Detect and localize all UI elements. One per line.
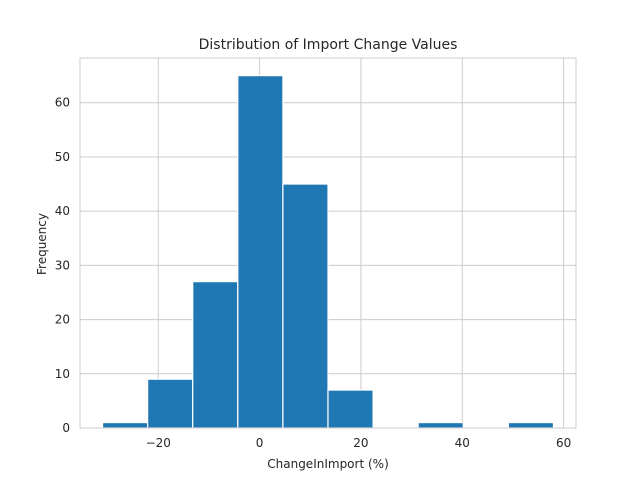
- histogram-bar: [417, 421, 464, 429]
- x-tick-label: 40: [455, 436, 470, 450]
- y-tick-label: 60: [55, 96, 70, 110]
- histogram-bar: [282, 183, 329, 429]
- chart-title: Distribution of Import Change Values: [199, 37, 458, 53]
- histogram-bar: [192, 281, 239, 429]
- y-tick-label: 10: [55, 367, 70, 381]
- histogram-bar: [507, 421, 555, 429]
- histogram-bar: [327, 389, 374, 429]
- x-tick-label: 0: [256, 436, 264, 450]
- x-tick-labels: −20 0 20 40 60: [146, 436, 572, 450]
- x-tick-label: 60: [556, 436, 571, 450]
- x-axis-label: ChangeInImport (%): [267, 457, 389, 471]
- y-tick-label: 40: [55, 204, 70, 218]
- x-tick-label: 20: [353, 436, 368, 450]
- plot-frame: [79, 57, 577, 429]
- y-tick-labels: 0 10 20 30 40 50 60: [55, 96, 70, 435]
- y-tick-label: 20: [55, 313, 70, 327]
- histogram-bar: [147, 378, 194, 429]
- histogram-bars: [101, 75, 555, 429]
- histogram-bar: [237, 75, 284, 429]
- y-axis-label: Frequency: [35, 213, 49, 275]
- y-tick-label: 30: [55, 258, 70, 272]
- y-tick-label: 50: [55, 150, 70, 164]
- histogram-bar: [101, 421, 149, 429]
- y-tick-label: 0: [62, 421, 70, 435]
- x-tick-label: −20: [146, 436, 171, 450]
